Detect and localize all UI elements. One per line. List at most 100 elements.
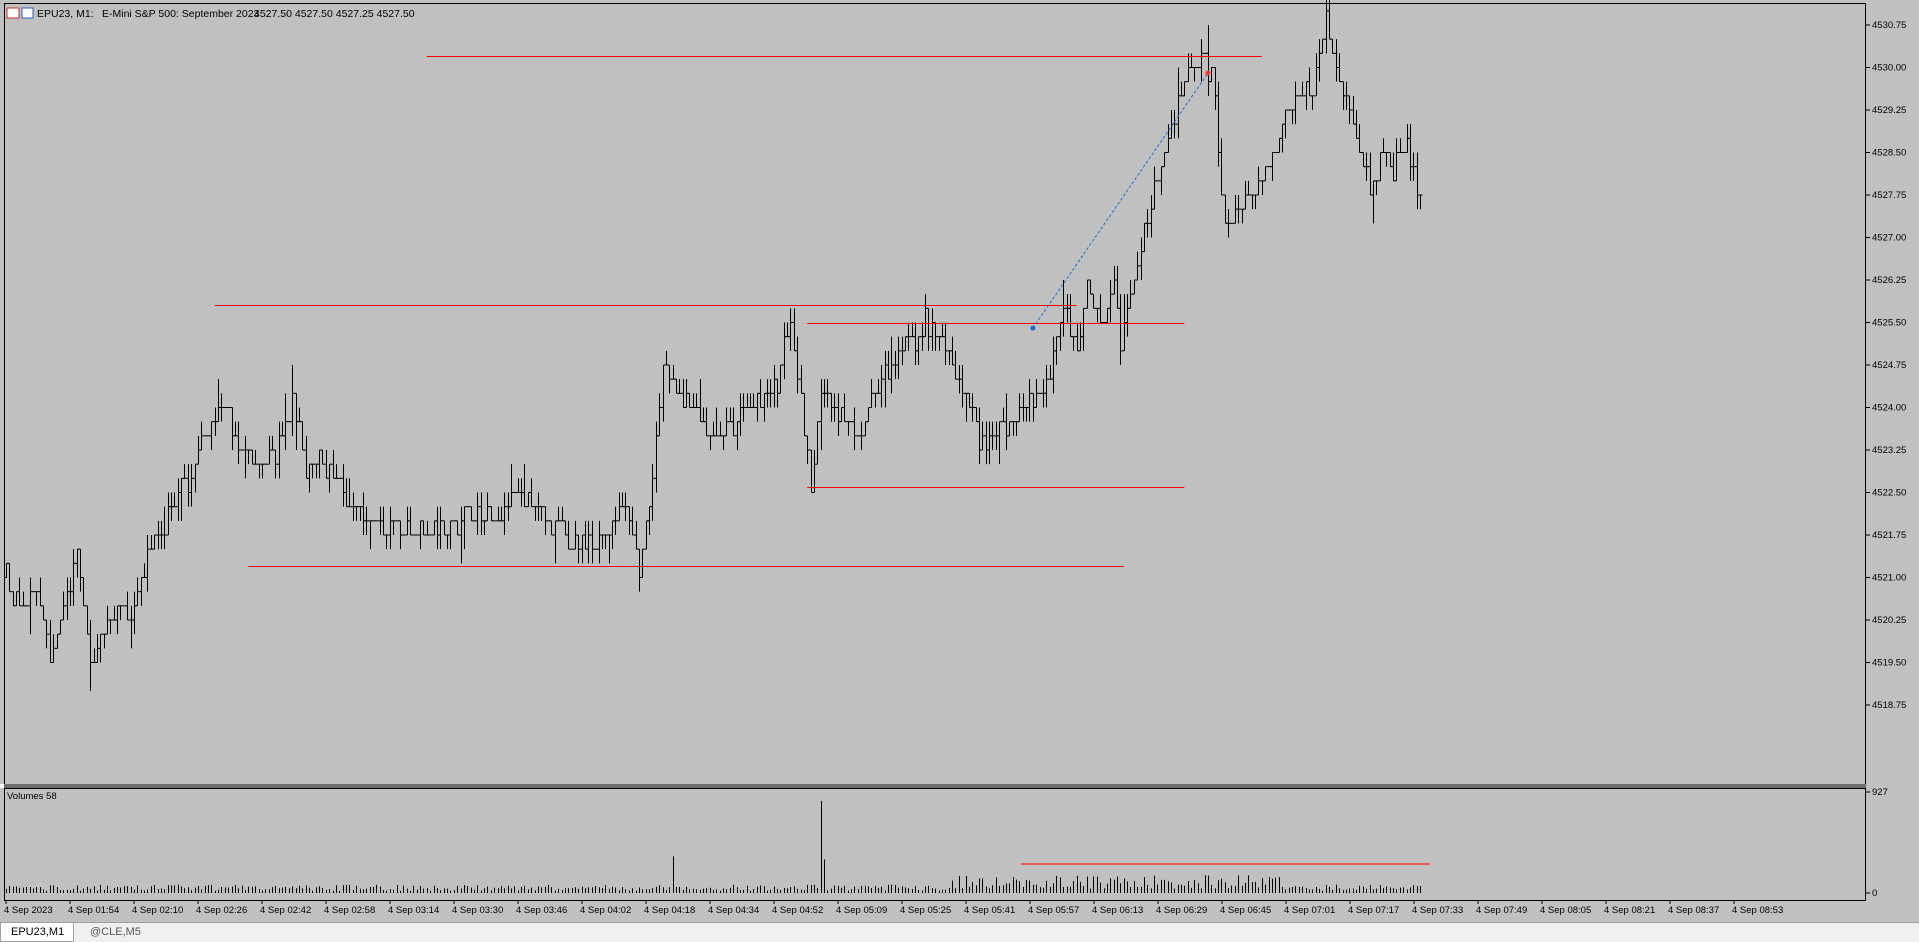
price-bar [1034, 379, 1039, 408]
price-label: 4527.00 [1872, 233, 1906, 244]
price-bar [1071, 336, 1076, 351]
trendline-start-point[interactable] [1030, 325, 1036, 331]
price-bar [364, 506, 369, 535]
price-bar [391, 520, 396, 535]
trendline-segment[interactable] [1032, 72, 1209, 329]
price-bar [1135, 251, 1140, 281]
price-bar [906, 322, 911, 351]
time-scale-bg [0, 900, 1919, 922]
price-bar [502, 492, 507, 535]
time-label: 4 Sep 02:58 [324, 905, 375, 916]
price-bar [1347, 95, 1352, 125]
price-bar [1219, 138, 1224, 196]
price-bar [236, 421, 241, 465]
price-bar [199, 421, 204, 451]
price-bar [566, 520, 571, 550]
price-bar [17, 577, 22, 607]
price-label: 4523.25 [1872, 445, 1906, 456]
window-title: EPU23, M1: E-Mini S&P 500: September 202… [6, 7, 415, 20]
price-bar [768, 379, 773, 408]
chart-icon [6, 7, 20, 19]
price-bar [253, 450, 258, 465]
price-label: 4530.00 [1872, 63, 1906, 74]
price-bar [421, 520, 426, 536]
price-bar [842, 393, 847, 423]
price-label: 4530.75 [1872, 20, 1906, 31]
price-bar [687, 392, 692, 408]
time-label: 4 Sep 02:26 [196, 905, 247, 916]
price-bar [7, 562, 12, 593]
price-bar [125, 591, 130, 621]
price-bar [283, 393, 288, 450]
price-label: 4521.00 [1872, 573, 1906, 584]
price-bar [603, 534, 608, 550]
price-bar [795, 336, 800, 394]
price-bar [667, 364, 672, 394]
price-bar [71, 549, 76, 606]
price-label: 4519.50 [1872, 658, 1906, 669]
horizontal-levels[interactable] [214, 56, 1262, 567]
price-bar [1182, 81, 1187, 97]
volume-scale-min: 0 [1872, 888, 1877, 899]
pane-separator[interactable] [4, 784, 1866, 788]
price-bar [1199, 39, 1204, 82]
time-label: 4 Sep 01:54 [68, 905, 119, 916]
price-bar [677, 379, 682, 394]
price-bar [34, 591, 39, 606]
price-bar [970, 393, 975, 422]
price-bar [960, 365, 965, 408]
time-label: 4 Sep 03:46 [516, 905, 567, 916]
price-bar [613, 506, 618, 535]
price-bar [825, 379, 830, 408]
time-label: 4 Sep 08:21 [1604, 905, 1655, 916]
price-bar [1330, 38, 1335, 54]
price-label: 4525.50 [1872, 318, 1906, 329]
tab-epu23-m1[interactable]: EPU23,M1 [0, 923, 74, 942]
price-bar [933, 322, 938, 351]
time-label: 4 Sep 2023 [4, 905, 53, 916]
trendline-end-point[interactable] [1205, 70, 1211, 76]
price-bar [1027, 379, 1032, 422]
price-bar [630, 506, 635, 536]
price-bar [916, 336, 921, 365]
price-bar [219, 393, 224, 422]
price-bar [549, 520, 554, 536]
price-bar [859, 421, 864, 450]
price-bar [1320, 38, 1325, 54]
price-scale-bg [1866, 0, 1919, 900]
time-label: 4 Sep 06:29 [1156, 905, 1207, 916]
price-bar [1236, 195, 1241, 224]
price-bar [172, 492, 177, 508]
time-label: 4 Sep 05:57 [1028, 905, 1079, 916]
price-bar [152, 534, 157, 550]
price-bar [209, 421, 214, 450]
price-bar [1162, 152, 1167, 168]
chart-tabs: EPU23,M1 @CLE,M5 [0, 922, 1919, 942]
symbol-timeframe: EPU23, M1: [37, 8, 94, 20]
time-axis[interactable]: 4 Sep 2023 4 Sep 01:54 4 Sep 02:10 4 Sep 02… [4, 900, 1783, 916]
time-label: 4 Sep 03:14 [388, 905, 439, 916]
tab-cle-m5[interactable]: @CLE,M5 [90, 926, 141, 938]
volume-pane-bg [0, 788, 1866, 900]
price-bar [327, 463, 332, 493]
price-bar [943, 322, 948, 365]
price-axis[interactable]: 4530.75 4530.00 4529.25 4528.50 4527.75 4527.… [1866, 20, 1906, 711]
price-bar [926, 307, 931, 351]
price-bar [788, 308, 793, 351]
trendline[interactable] [1030, 70, 1211, 331]
time-label: 4 Sep 07:49 [1476, 905, 1527, 916]
price-bar [741, 393, 746, 422]
price-bar [852, 407, 857, 450]
price-label: 4524.75 [1872, 360, 1906, 371]
price-bar [556, 506, 561, 522]
volume-scale: 927 0 [1866, 787, 1888, 899]
price-bar [896, 336, 901, 380]
price-bar [724, 407, 729, 437]
price-bar [1300, 81, 1305, 97]
price-label: 4518.75 [1872, 700, 1906, 711]
time-label: 4 Sep 07:17 [1348, 905, 1399, 916]
time-label: 4 Sep 06:13 [1092, 905, 1143, 916]
volume-scale-max: 927 [1872, 787, 1888, 798]
